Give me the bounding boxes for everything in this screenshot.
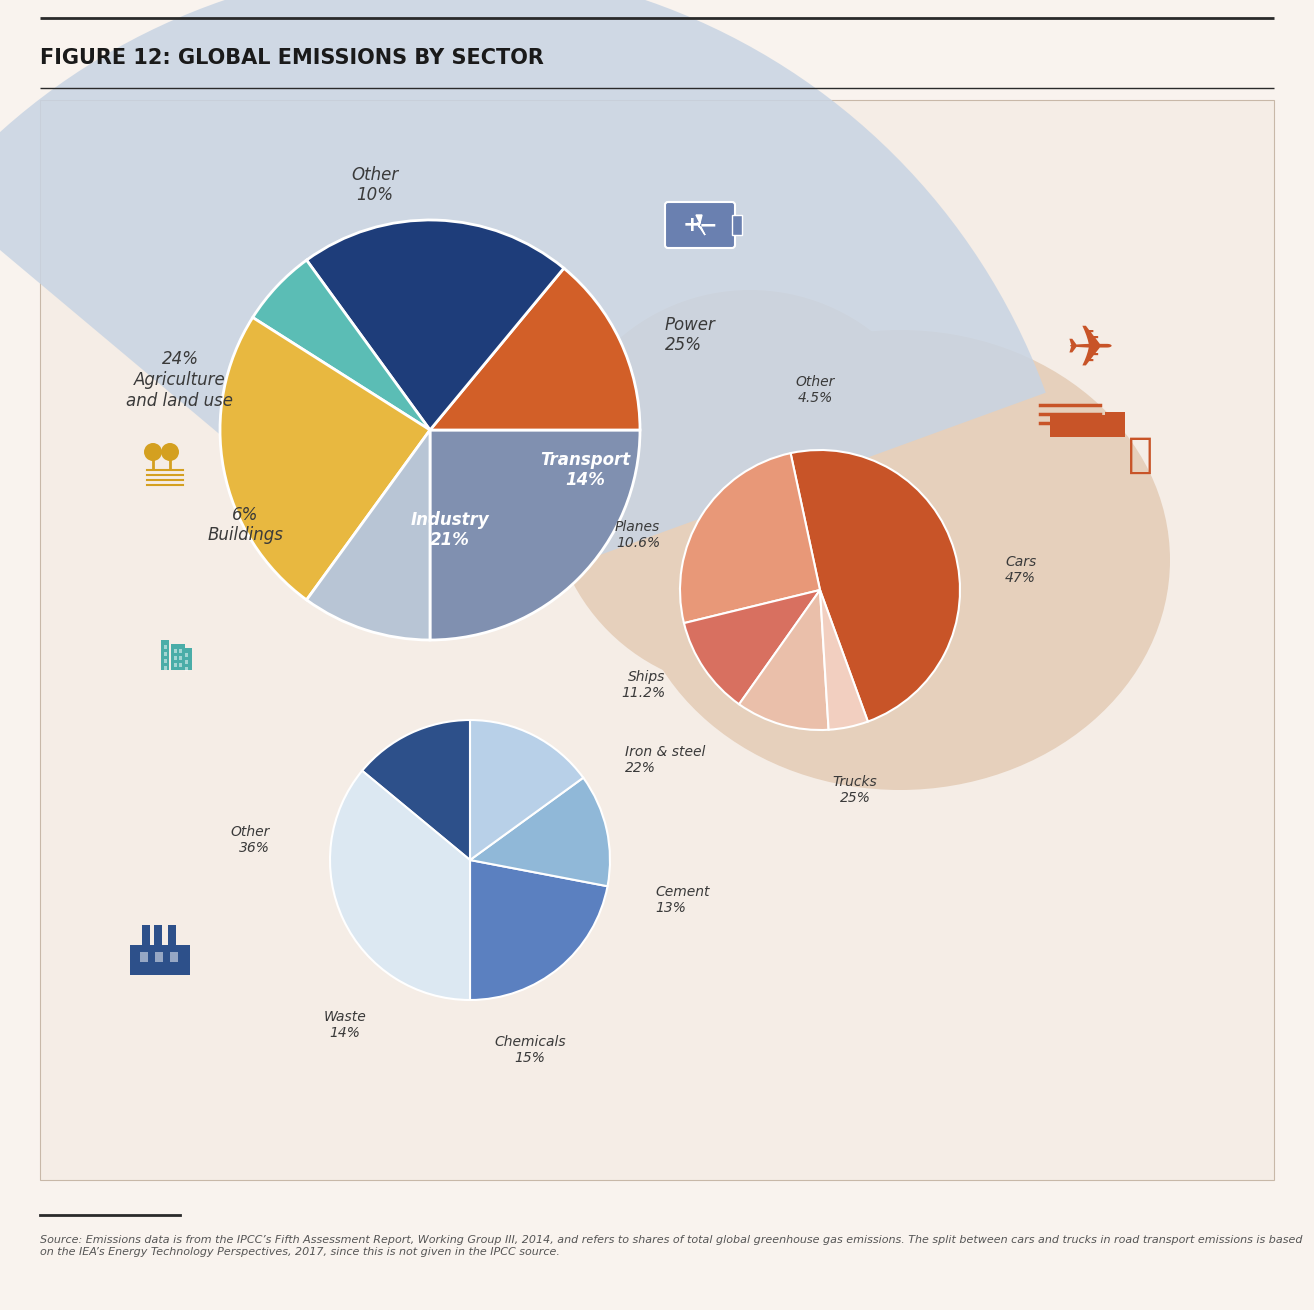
Wedge shape xyxy=(470,721,583,859)
Bar xyxy=(155,952,163,962)
Polygon shape xyxy=(696,215,706,234)
Bar xyxy=(141,952,148,962)
Bar xyxy=(170,952,177,962)
Wedge shape xyxy=(330,770,470,1000)
Bar xyxy=(179,648,183,652)
Wedge shape xyxy=(791,451,961,722)
Wedge shape xyxy=(430,430,640,641)
Bar xyxy=(162,641,170,669)
Bar xyxy=(173,656,177,660)
Bar xyxy=(173,648,177,652)
Text: Transport
14%: Transport 14% xyxy=(540,451,631,490)
Polygon shape xyxy=(0,0,1046,614)
Wedge shape xyxy=(306,220,564,430)
Text: Waste
14%: Waste 14% xyxy=(323,1010,367,1040)
FancyBboxPatch shape xyxy=(732,215,742,234)
Text: Other
10%: Other 10% xyxy=(351,165,398,204)
Bar xyxy=(164,652,167,656)
Text: Source: Emissions data is from the IPCC’s Fifth Assessment Report, Working Group: Source: Emissions data is from the IPCC’… xyxy=(39,1235,1302,1256)
Text: Trucks
25%: Trucks 25% xyxy=(833,776,878,806)
Bar xyxy=(185,667,188,671)
FancyBboxPatch shape xyxy=(39,100,1275,1180)
Bar xyxy=(130,945,191,975)
Wedge shape xyxy=(363,721,470,859)
Text: ⛴: ⛴ xyxy=(1127,434,1152,476)
Text: Chemicals
15%: Chemicals 15% xyxy=(494,1035,566,1065)
Bar xyxy=(185,660,188,664)
Wedge shape xyxy=(306,430,430,641)
Wedge shape xyxy=(681,453,820,624)
Text: +: + xyxy=(683,215,702,234)
Text: Iron & steel
22%: Iron & steel 22% xyxy=(625,745,706,776)
Text: −: − xyxy=(699,215,717,234)
Bar xyxy=(168,925,176,947)
Bar xyxy=(173,663,177,667)
Bar xyxy=(179,663,183,667)
Text: 24%
Agriculture
and land use: 24% Agriculture and land use xyxy=(126,350,234,410)
Bar xyxy=(154,925,162,947)
Wedge shape xyxy=(738,590,829,730)
Text: FIGURE 12: GLOBAL EMISSIONS BY SECTOR: FIGURE 12: GLOBAL EMISSIONS BY SECTOR xyxy=(39,48,544,68)
Bar xyxy=(164,665,167,669)
Ellipse shape xyxy=(629,330,1169,790)
Wedge shape xyxy=(820,590,867,730)
Bar xyxy=(171,645,185,669)
Wedge shape xyxy=(470,859,607,1000)
Text: Power
25%: Power 25% xyxy=(665,316,716,355)
Text: Cars
47%: Cars 47% xyxy=(1005,555,1037,586)
Bar xyxy=(185,652,188,658)
Text: Other
4.5%: Other 4.5% xyxy=(795,375,834,405)
Text: 6%
Buildings: 6% Buildings xyxy=(208,506,283,545)
Text: ✈: ✈ xyxy=(1066,321,1114,379)
FancyBboxPatch shape xyxy=(665,202,735,248)
Bar xyxy=(142,925,150,947)
Wedge shape xyxy=(252,261,430,430)
Bar xyxy=(164,659,167,663)
Circle shape xyxy=(162,443,179,461)
Wedge shape xyxy=(430,269,640,430)
Text: Ships
11.2%: Ships 11.2% xyxy=(622,669,665,700)
Circle shape xyxy=(551,290,950,690)
Wedge shape xyxy=(685,590,820,705)
Text: Other
36%: Other 36% xyxy=(231,825,269,855)
Bar xyxy=(183,648,192,669)
Wedge shape xyxy=(219,317,430,600)
Bar xyxy=(164,645,167,648)
Text: Industry
21%: Industry 21% xyxy=(410,511,489,549)
Circle shape xyxy=(145,443,162,461)
Text: Cement
13%: Cement 13% xyxy=(654,884,710,916)
Bar xyxy=(1050,415,1110,438)
Text: Planes
10.6%: Planes 10.6% xyxy=(615,520,660,550)
Wedge shape xyxy=(470,778,610,887)
Bar xyxy=(179,656,183,660)
Bar xyxy=(1105,413,1125,438)
